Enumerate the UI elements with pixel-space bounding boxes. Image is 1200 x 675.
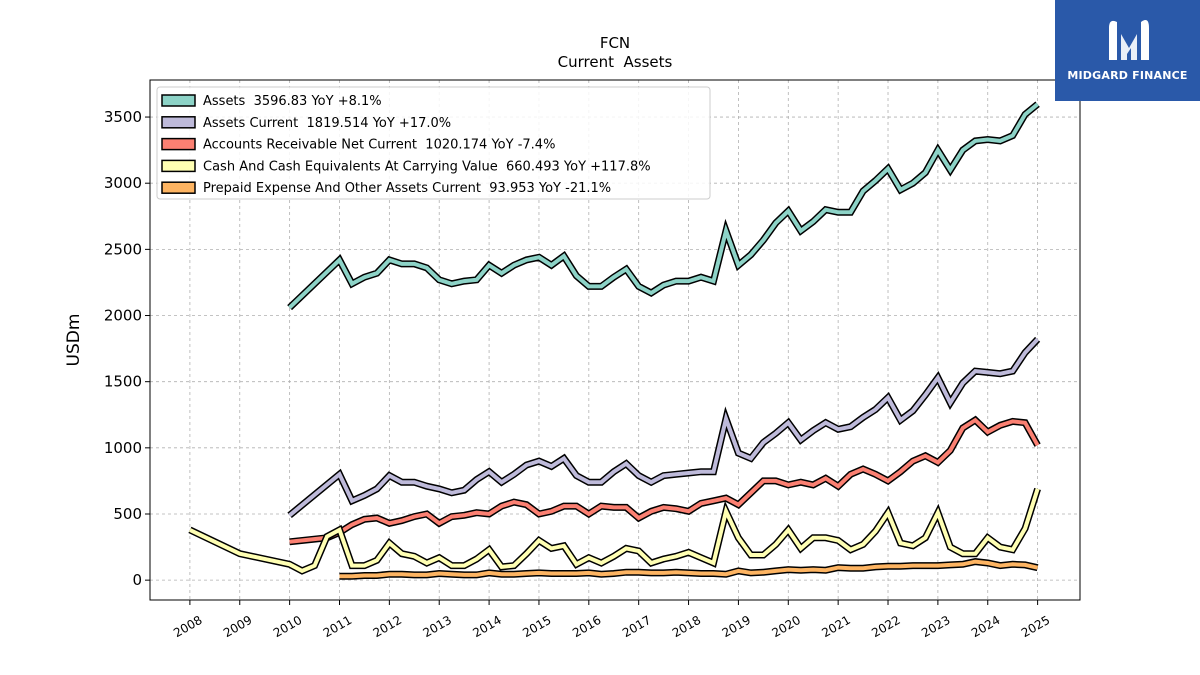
y-tick-label: 500: [113, 505, 142, 523]
logo-text: MIDGARD FINANCE: [1067, 69, 1188, 82]
chart-title: FCN: [600, 34, 630, 52]
company-logo: MIDGARD FINANCE: [1055, 0, 1200, 101]
legend-swatch-3: [161, 159, 196, 173]
y-tick-label: 0: [132, 571, 142, 589]
x-tick-label: 2018: [670, 613, 703, 640]
legend-label-3: Cash And Cash Equivalents At Carrying Va…: [203, 159, 651, 174]
y-tick-label: 1500: [104, 373, 142, 391]
x-tick-label: 2019: [720, 613, 753, 640]
x-tick-label: 2025: [1019, 613, 1052, 640]
x-tick-label: 2023: [919, 613, 952, 640]
plot-frame: [149, 79, 1081, 601]
series-line-3: [189, 488, 1040, 574]
legend-label-4: Prepaid Expense And Other Assets Current…: [203, 181, 611, 196]
x-tick-label: 2016: [570, 613, 603, 640]
y-tick-label: 2000: [104, 307, 142, 325]
series-lines: [188, 101, 1041, 580]
legend-swatch-4: [161, 181, 196, 194]
series-line-0: [288, 102, 1039, 310]
y-tick-label: 2500: [104, 240, 142, 258]
x-axis-ticks: 2008 2009 2010 2011 2012 2013 2014 2015 2016 2017…: [171, 600, 1052, 640]
chart-subtitle: Current Assets: [558, 53, 673, 71]
legend: Assets 3596.83 YoY +8.1% Assets Current 1…: [156, 86, 711, 200]
legend-swatch-0: [161, 94, 196, 107]
x-tick-label: 2008: [171, 613, 204, 640]
x-tick-label: 2013: [420, 613, 453, 640]
x-tick-label: 2020: [770, 613, 803, 640]
legend-swatch-1: [161, 116, 196, 129]
x-tick-label: 2017: [620, 613, 653, 640]
x-tick-label: 2012: [371, 613, 404, 640]
legend-label-0: Assets 3596.83 YoY +8.1%: [203, 94, 382, 109]
series-line-4: [339, 559, 1039, 579]
x-tick-label: 2010: [271, 613, 304, 640]
legend-swatch-2: [161, 137, 196, 151]
legend-label-2: Accounts Receivable Net Current 1020.174…: [203, 138, 555, 153]
x-tick-label: 2015: [520, 613, 553, 640]
y-tick-label: 3500: [104, 108, 142, 126]
x-tick-label: 2011: [321, 613, 354, 640]
legend-label-1: Assets Current 1819.514 YoY +17.0%: [203, 116, 451, 131]
legend-box: [156, 86, 711, 200]
y-tick-label: 3000: [104, 174, 142, 192]
y-tick-label: 1000: [104, 439, 142, 457]
y-axis-ticks: 0 500 1000 1500 2000 2500 3000 3500: [104, 108, 150, 589]
y-axis-label: USDm: [64, 314, 84, 367]
series-outline-1: [287, 336, 1041, 519]
x-tick-label: 2009: [221, 613, 254, 640]
logo-mark-icon: [1109, 20, 1149, 60]
x-tick-label: 2022: [869, 613, 902, 640]
x-tick-label: 2021: [819, 613, 852, 640]
series-line-2: [289, 417, 1040, 544]
x-tick-label: 2014: [470, 613, 503, 640]
x-tick-label: 2024: [969, 613, 1002, 640]
series-line-1: [288, 337, 1040, 517]
